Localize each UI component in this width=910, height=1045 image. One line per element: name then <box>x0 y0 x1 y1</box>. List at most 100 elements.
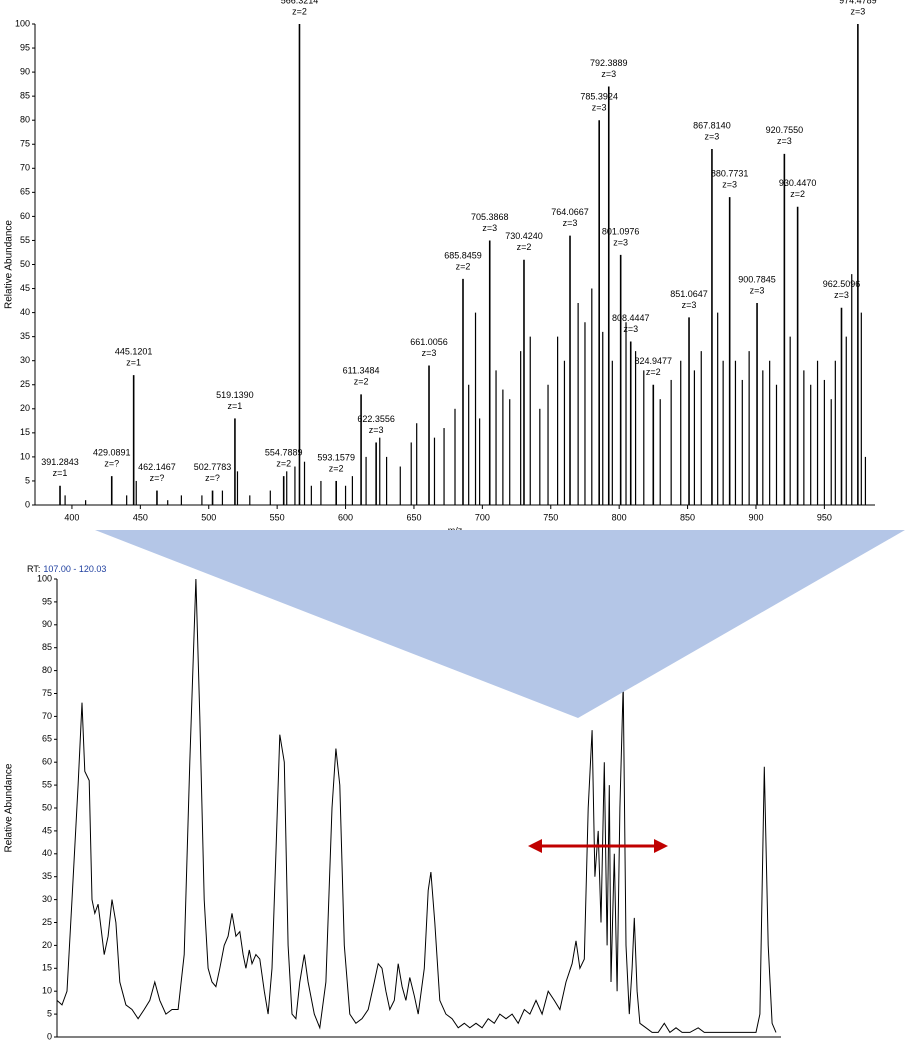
peak-charge-label: z=? <box>104 459 119 469</box>
y-tick-label: 90 <box>20 66 30 76</box>
peak-mz-label: 730.4240 <box>505 231 543 241</box>
x-tick-label: 650 <box>406 512 421 522</box>
peak-charge-label: z=1 <box>228 401 243 411</box>
rt-title: RT: 107.00 - 120.03 <box>27 564 106 574</box>
peak-mz-label: 880.7731 <box>711 169 749 179</box>
peak-mz-label: 554.7889 <box>265 448 303 458</box>
y-tick-label: 25 <box>42 917 52 927</box>
y-tick-label: 40 <box>42 848 52 858</box>
y-tick-label: 60 <box>42 757 52 767</box>
y-tick-label: 15 <box>20 427 30 437</box>
peak-mz-label: 445.1201 <box>115 347 153 357</box>
peak-charge-label: z=1 <box>53 468 68 478</box>
x-tick-label: 500 <box>201 512 216 522</box>
y-tick-label: 45 <box>42 825 52 835</box>
peak-mz-label: 867.8140 <box>693 120 731 130</box>
peak-mz-label: 900.7845 <box>738 274 776 284</box>
x-tick-label: 850 <box>680 512 695 522</box>
x-tick-label: 900 <box>748 512 763 522</box>
peak-charge-label: z=2 <box>276 459 291 469</box>
peak-mz-label: 661.0056 <box>410 337 448 347</box>
x-tick-label: 800 <box>612 512 627 522</box>
rt-range: 107.00 - 120.03 <box>43 564 106 574</box>
y-tick-label: 20 <box>42 940 52 950</box>
peak-charge-label: z=2 <box>646 367 661 377</box>
peak-charge-label: z=2 <box>329 463 344 473</box>
peak-mz-label: 429.0891 <box>93 448 131 458</box>
y-tick-label: 95 <box>20 42 30 52</box>
y-tick-label: 35 <box>20 331 30 341</box>
y-tick-label: 75 <box>20 139 30 149</box>
y-tick-label: 65 <box>20 187 30 197</box>
y-tick-label: 15 <box>42 963 52 973</box>
peak-mz-label: 566.3214 <box>281 0 319 5</box>
peak-mz-label: 930.4470 <box>779 178 817 188</box>
y-tick-label: 100 <box>37 573 52 583</box>
peak-charge-label: z=2 <box>354 377 369 387</box>
x-tick-label: 550 <box>270 512 285 522</box>
peak-charge-label: z=? <box>205 473 220 483</box>
y-tick-label: 50 <box>20 259 30 269</box>
y-tick-label: 90 <box>42 619 52 629</box>
y-tick-label: 40 <box>20 307 30 317</box>
peak-charge-label: z=3 <box>834 290 849 300</box>
peak-charge-label: z=3 <box>750 285 765 295</box>
chromatogram-trace <box>56 578 777 1034</box>
peak-charge-label: z=1 <box>126 358 141 368</box>
y-tick-label: 10 <box>42 986 52 996</box>
y-tick-label: 85 <box>42 642 52 652</box>
peak-mz-label: 785.3924 <box>580 92 618 102</box>
peak-charge-label: z=3 <box>623 324 638 334</box>
peak-mz-label: 962.5096 <box>823 279 861 289</box>
x-tick-label: 400 <box>64 512 79 522</box>
peak-mz-label: 801.0976 <box>602 226 640 236</box>
peak-mz-label: 705.3868 <box>471 212 509 222</box>
peak-charge-label: z=3 <box>777 136 792 146</box>
peak-charge-label: z=2 <box>790 189 805 199</box>
peak-charge-label: z=3 <box>482 223 497 233</box>
zoom-triangle <box>95 530 905 718</box>
peak-charge-label: z=3 <box>592 103 607 113</box>
y-tick-label: 55 <box>20 235 30 245</box>
y-tick-label: 80 <box>20 115 30 125</box>
peak-charge-label: z=3 <box>850 6 865 16</box>
peak-mz-label: 519.1390 <box>216 390 254 400</box>
x-tick-label: 950 <box>817 512 832 522</box>
peak-mz-label: 391.2843 <box>41 457 79 467</box>
peak-mz-label: 622.3556 <box>357 414 395 424</box>
peak-charge-label: z=2 <box>456 261 471 271</box>
arrow-head-right <box>654 839 668 853</box>
peak-charge-label: z=2 <box>292 6 307 16</box>
peak-mz-label: 611.3484 <box>343 366 380 376</box>
peak-mz-label: 792.3889 <box>590 58 628 68</box>
peak-charge-label: z=3 <box>722 180 737 190</box>
y-tick-label: 65 <box>42 734 52 744</box>
x-tick-label: 750 <box>543 512 558 522</box>
y-tick-label: 0 <box>47 1031 52 1041</box>
x-tick-label: 450 <box>133 512 148 522</box>
peak-charge-label: z=3 <box>422 348 437 358</box>
x-tick-label: 700 <box>475 512 490 522</box>
y-tick-label: 5 <box>25 475 30 485</box>
y-tick-label: 80 <box>42 665 52 675</box>
y-tick-label: 45 <box>20 283 30 293</box>
peak-mz-label: 974.4789 <box>839 0 877 5</box>
y-tick-label: 30 <box>20 355 30 365</box>
y-tick-label: 100 <box>15 18 30 28</box>
y-tick-label: 5 <box>47 1008 52 1018</box>
y-tick-label: 55 <box>42 779 52 789</box>
peak-mz-label: 808.4447 <box>612 313 650 323</box>
y-tick-label: 10 <box>20 451 30 461</box>
y-axis-title: Relative Abundance <box>4 220 15 309</box>
y-axis-title: Relative Abundance <box>4 763 15 852</box>
peak-charge-label: z=3 <box>369 425 384 435</box>
arrow-head-left <box>528 839 542 853</box>
peak-mz-label: 824.9477 <box>635 356 673 366</box>
peak-charge-label: z=3 <box>563 218 578 228</box>
y-tick-label: 20 <box>20 403 30 413</box>
peak-charge-label: z=3 <box>601 69 616 79</box>
y-tick-label: 30 <box>42 894 52 904</box>
peak-charge-label: z=? <box>150 473 165 483</box>
y-tick-label: 75 <box>42 688 52 698</box>
